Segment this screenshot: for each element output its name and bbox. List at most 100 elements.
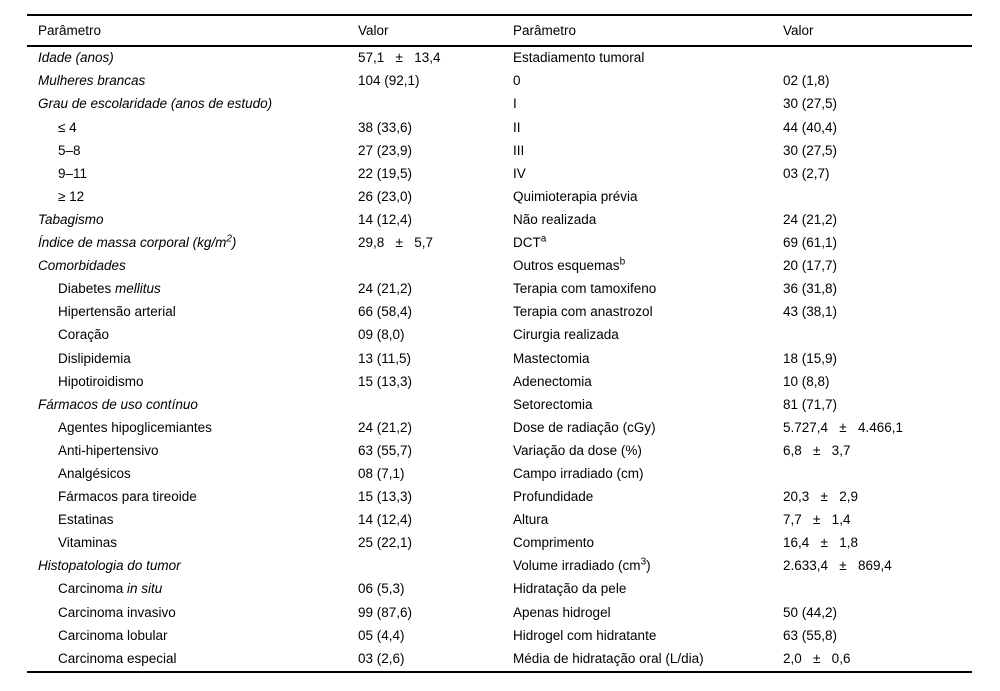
right-parameter-cell: DCTa <box>513 233 547 251</box>
right-value-cell: 02 (1,8) <box>783 73 830 89</box>
table-row: Fármacos de uso contínuo Setorectomia 81… <box>27 393 972 416</box>
left-parameter-cell: Carcinoma invasivo <box>58 604 176 620</box>
left-value-cell: 09 (8,0) <box>358 327 405 343</box>
table-row: Mulheres brancas 104 (92,1) 0 02 (1,8) <box>27 70 972 93</box>
left-value-cell: 03 (2,6) <box>358 650 405 666</box>
left-value-cell: 14 (12,4) <box>358 211 413 227</box>
right-parameter-cell: Média de hidratação oral (L/dia) <box>513 650 704 666</box>
left-parameter-cell: Agentes hipoglicemiantes <box>58 419 212 435</box>
table-row: Idade (anos) 57,1 ± 13,4 Estadiamento tu… <box>27 47 972 70</box>
left-value-cell: 24 (21,2) <box>358 281 413 297</box>
left-parameter-cell: Vitaminas <box>58 535 118 551</box>
left-parameter-cell: Índice de massa corporal (kg/m2) <box>38 233 237 251</box>
left-value-cell: 05 (4,4) <box>358 627 405 643</box>
table-row: Comorbidades Outros esquemasb 20 (17,7) <box>27 254 972 277</box>
right-parameter-cell: Adenectomia <box>513 373 592 389</box>
right-parameter-cell: Hidratação da pele <box>513 581 627 597</box>
right-parameter-cell: Estadiamento tumoral <box>513 50 645 66</box>
table-header-row: Parâmetro Valor Parâmetro Valor <box>27 16 972 47</box>
header-parametro-right: Parâmetro <box>513 22 577 38</box>
right-parameter-cell: Campo irradiado (cm) <box>513 465 644 481</box>
right-value-cell: 20,3 ± 2,9 <box>783 489 858 505</box>
table-row: Diabetes mellitus 24 (21,2) Terapia com … <box>27 277 972 300</box>
left-value-cell: 38 (33,6) <box>358 119 413 135</box>
table-row: Grau de escolaridade (anos de estudo) I … <box>27 93 972 116</box>
right-value-cell: 18 (15,9) <box>783 350 838 366</box>
table-row: 5–8 27 (23,9) III 30 (27,5) <box>27 139 972 162</box>
right-value-cell: 36 (31,8) <box>783 281 838 297</box>
left-parameter-cell: Mulheres brancas <box>38 73 146 89</box>
table-row: Dislipidemia 13 (11,5) Mastectomia 18 (1… <box>27 347 972 370</box>
right-value-cell: 10 (8,8) <box>783 373 830 389</box>
table-row: Agentes hipoglicemiantes 24 (21,2) Dose … <box>27 416 972 439</box>
table-row: Estatinas 14 (12,4) Altura 7,7 ± 1,4 <box>27 508 972 531</box>
right-parameter-cell: II <box>513 119 521 135</box>
right-value-cell: 43 (38,1) <box>783 304 838 320</box>
left-parameter-cell: ≤ 4 <box>58 119 77 135</box>
table-row: Analgésicos 08 (7,1) Campo irradiado (cm… <box>27 462 972 485</box>
right-parameter-cell: III <box>513 142 525 158</box>
left-parameter-cell: Fármacos de uso contínuo <box>38 396 198 412</box>
left-value-cell: 15 (13,3) <box>358 373 413 389</box>
left-parameter-cell: Tabagismo <box>38 211 104 227</box>
table-row: Índice de massa corporal (kg/m2) 29,8 ± … <box>27 231 972 254</box>
right-parameter-cell: Dose de radiação (cGy) <box>513 419 656 435</box>
left-value-cell: 26 (23,0) <box>358 188 413 204</box>
right-value-cell: 69 (61,1) <box>783 235 838 251</box>
right-value-cell: 30 (27,5) <box>783 142 838 158</box>
left-parameter-cell: Coração <box>58 327 110 343</box>
left-parameter-cell: Fármacos para tireoide <box>58 489 197 505</box>
left-value-cell: 63 (55,7) <box>358 442 413 458</box>
table-row: Carcinoma especial 03 (2,6) Média de hid… <box>27 647 972 670</box>
left-parameter-cell: 5–8 <box>58 142 81 158</box>
right-value-cell: 81 (71,7) <box>783 396 838 412</box>
header-parametro-left: Parâmetro <box>38 22 102 38</box>
table-row: Vitaminas 25 (22,1) Comprimento 16,4 ± 1… <box>27 531 972 554</box>
right-value-cell: 63 (55,8) <box>783 627 838 643</box>
left-parameter-cell: Grau de escolaridade (anos de estudo) <box>38 96 273 112</box>
right-value-cell: 7,7 ± 1,4 <box>783 512 851 528</box>
left-value-cell: 14 (12,4) <box>358 512 413 528</box>
left-parameter-cell: Anti-hipertensivo <box>58 442 159 458</box>
right-parameter-cell: Apenas hidrogel <box>513 604 611 620</box>
left-value-cell: 27 (23,9) <box>358 142 413 158</box>
right-value-cell: 03 (2,7) <box>783 165 830 181</box>
left-value-cell: 15 (13,3) <box>358 489 413 505</box>
right-parameter-cell: Setorectomia <box>513 396 593 412</box>
left-parameter-cell: Estatinas <box>58 512 114 528</box>
right-parameter-cell: Volume irradiado (cm3) <box>513 556 651 574</box>
right-value-cell: 44 (40,4) <box>783 119 838 135</box>
table-row: Hipotiroidismo 15 (13,3) Adenectomia 10 … <box>27 370 972 393</box>
right-value-cell: 16,4 ± 1,8 <box>783 535 858 551</box>
left-value-cell: 08 (7,1) <box>358 465 405 481</box>
table-row: Coração 09 (8,0) Cirurgia realizada <box>27 324 972 347</box>
table-row: ≥ 12 26 (23,0) Quimioterapia prévia <box>27 185 972 208</box>
table-row: Tabagismo 14 (12,4) Não realizada 24 (21… <box>27 208 972 231</box>
table-row: ≤ 4 38 (33,6) II 44 (40,4) <box>27 116 972 139</box>
left-parameter-cell: Comorbidades <box>38 258 126 274</box>
left-parameter-cell: Hipertensão arterial <box>58 304 176 320</box>
table-row: Fármacos para tireoide 15 (13,3) Profund… <box>27 485 972 508</box>
left-parameter-cell: ≥ 12 <box>58 188 85 204</box>
left-parameter-cell: Analgésicos <box>58 465 131 481</box>
left-parameter-cell: Dislipidemia <box>58 350 131 366</box>
right-value-cell: 20 (17,7) <box>783 258 838 274</box>
right-parameter-cell: Terapia com tamoxifeno <box>513 281 657 297</box>
right-parameter-cell: Terapia com anastrozol <box>513 304 653 320</box>
left-parameter-cell: Carcinoma especial <box>58 650 177 666</box>
left-value-cell: 99 (87,6) <box>358 604 413 620</box>
left-value-cell: 66 (58,4) <box>358 304 413 320</box>
right-parameter-cell: Altura <box>513 512 549 528</box>
right-parameter-cell: Comprimento <box>513 535 595 551</box>
right-parameter-cell: I <box>513 96 517 112</box>
left-value-cell: 57,1 ± 13,4 <box>358 50 441 66</box>
right-parameter-cell: Hidrogel com hidratante <box>513 627 657 643</box>
left-value-cell: 104 (92,1) <box>358 73 420 89</box>
table-row: Carcinoma lobular 05 (4,4) Hidrogel com … <box>27 624 972 647</box>
left-parameter-cell: Carcinoma in situ <box>58 581 163 597</box>
right-parameter-cell: Outros esquemasb <box>513 256 626 274</box>
right-value-cell: 5.727,4 ± 4.466,1 <box>783 419 903 435</box>
right-parameter-cell: Quimioterapia prévia <box>513 188 638 204</box>
right-value-cell: 24 (21,2) <box>783 211 838 227</box>
right-parameter-cell: IV <box>513 165 526 181</box>
